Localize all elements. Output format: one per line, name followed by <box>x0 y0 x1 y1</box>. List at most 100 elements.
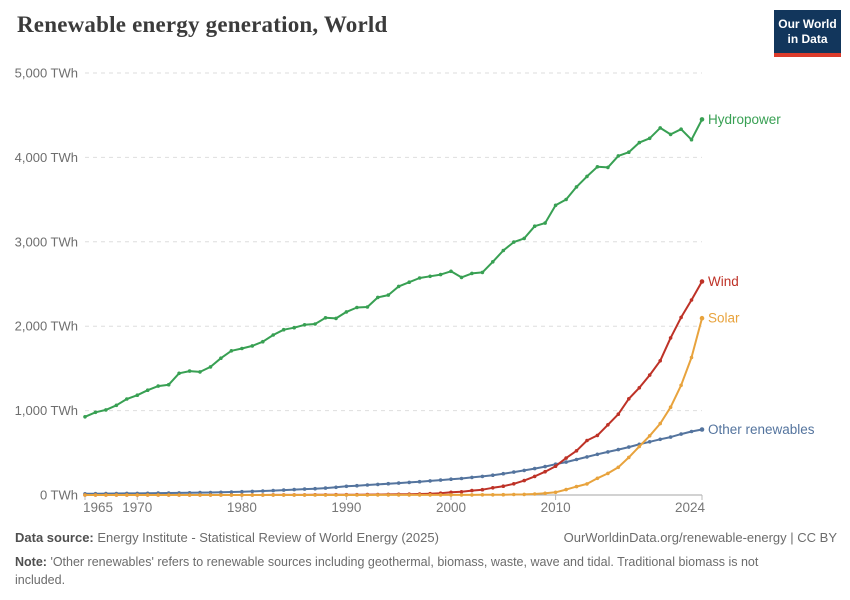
series-dot <box>302 487 307 491</box>
series-wind[interactable]: Wind <box>83 274 739 497</box>
series-dot <box>480 270 485 275</box>
series-dot <box>491 473 495 478</box>
series-dot <box>595 165 600 169</box>
series-dot <box>470 475 474 480</box>
series-dot <box>396 493 401 497</box>
chart-footer: Data source: Energy Institute - Statisti… <box>15 530 837 589</box>
series-dot <box>355 493 359 497</box>
series-dot <box>187 493 192 497</box>
series-dot <box>261 493 265 497</box>
series-dot <box>616 412 621 417</box>
series-line-hydropower[interactable] <box>84 118 703 418</box>
series-dot <box>449 490 453 495</box>
series-dot <box>470 493 474 497</box>
series-dot <box>83 415 87 419</box>
series-dot <box>647 434 652 438</box>
series-dot <box>198 493 202 497</box>
series-label-hydropower[interactable]: Hydropower <box>708 112 781 127</box>
series-dot <box>689 137 694 142</box>
series-dot <box>323 316 328 320</box>
series-dot <box>302 493 307 497</box>
series-dot <box>407 280 412 285</box>
note-text: 'Other renewables' refers to renewable s… <box>15 554 759 588</box>
series-label-other-renewables[interactable]: Other renewables <box>708 422 815 437</box>
series-dot <box>386 493 391 497</box>
owid-logo[interactable]: Our World in Data <box>774 10 841 57</box>
series-dot <box>281 493 286 497</box>
series-dot <box>166 493 171 497</box>
attribution-link[interactable]: OurWorldinData.org/renewable-energy | CC… <box>563 530 837 545</box>
series-other-renewables[interactable]: Other renewables <box>83 422 815 496</box>
series-dot <box>145 388 150 393</box>
series-dot <box>313 493 317 497</box>
series-dot <box>501 484 506 489</box>
series-dot <box>365 305 370 309</box>
series-dot <box>407 480 412 485</box>
series-dot <box>658 359 662 363</box>
series-hydropower[interactable]: Hydropower <box>83 112 781 419</box>
x-tick-label: 2000 <box>436 500 466 515</box>
x-tick-label: 2024 <box>675 500 706 515</box>
x-tick-label: 1970 <box>122 500 152 515</box>
series-dot <box>606 471 610 476</box>
y-tick-label: 3,000 TWh <box>15 234 78 249</box>
series-dot <box>344 310 349 314</box>
data-source-label: Data source: <box>15 530 94 545</box>
series-dot <box>344 484 349 489</box>
owid-logo-text: Our World in Data <box>774 10 841 53</box>
series-dot <box>679 383 683 388</box>
series-dot <box>156 384 160 388</box>
series-dot <box>292 325 297 330</box>
series-dot <box>522 468 526 473</box>
series-dot <box>250 344 255 348</box>
series-dot <box>459 275 464 280</box>
series-dot <box>647 136 652 141</box>
series-line-other-renewables[interactable] <box>84 428 703 495</box>
series-dot <box>512 240 516 244</box>
series-dot <box>532 466 537 471</box>
series-dot <box>585 455 589 459</box>
line-chart-canvas[interactable]: 0 TWh 1,000 TWh 2,000 TWh 3,000 TWh 4,000 TW… <box>0 0 850 530</box>
series-label-wind[interactable]: Wind <box>708 274 739 289</box>
series-line-solar[interactable] <box>85 317 703 496</box>
series-dot <box>271 333 276 337</box>
series-dot <box>699 279 705 284</box>
note-line: Note: 'Other renewables' refers to renew… <box>15 553 793 589</box>
series-dot <box>574 449 579 453</box>
series-dot <box>585 482 589 486</box>
series-dot <box>689 298 694 302</box>
series-dot <box>156 493 160 497</box>
series-line-wind[interactable] <box>85 281 703 496</box>
renewables-line-chart[interactable]: 0 TWh 1,000 TWh 2,000 TWh 3,000 TWh 4,000 TW… <box>0 0 850 530</box>
series-dot <box>114 493 119 497</box>
page-title: Renewable energy generation, World <box>17 12 388 37</box>
series-dot <box>125 397 129 401</box>
series-dot <box>219 490 223 495</box>
series-dot <box>323 486 328 490</box>
data-source-line: Data source: Energy Institute - Statisti… <box>15 530 439 547</box>
series-dot <box>574 185 579 189</box>
y-tick-label: 4,000 TWh <box>15 150 78 165</box>
series-dot <box>501 492 506 497</box>
series-dot <box>240 346 244 351</box>
series-dot <box>125 493 129 497</box>
data-source-text: Energy Institute - Statistical Review of… <box>97 530 439 545</box>
series-dot <box>323 493 328 497</box>
series-dot <box>428 493 432 497</box>
series-dot <box>355 305 359 310</box>
series-dot <box>564 460 568 464</box>
series-solar[interactable]: Solar <box>83 311 740 497</box>
series-dot <box>679 432 683 436</box>
y-axis: 0 TWh 1,000 TWh 2,000 TWh 3,000 TWh 4,000 TW… <box>15 66 702 503</box>
x-axis: 1965 1970 1980 1990 2000 2010 2024 <box>83 494 706 515</box>
series-dot <box>449 269 453 274</box>
series-dot <box>292 487 297 492</box>
series-dot <box>114 403 119 408</box>
series-label-solar[interactable]: Solar <box>708 311 740 326</box>
series-dot <box>240 489 244 494</box>
series-dot <box>606 423 610 427</box>
series-dot <box>198 370 202 374</box>
series-dot <box>376 295 380 300</box>
series-dot <box>344 493 349 497</box>
series-dot <box>250 493 255 497</box>
